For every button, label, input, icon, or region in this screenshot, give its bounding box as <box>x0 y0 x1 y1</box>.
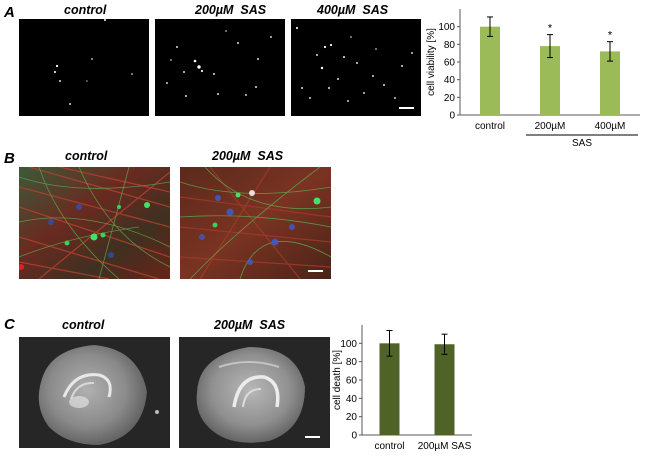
scale-bar-a <box>399 107 414 109</box>
micrograph-b-200um-sas <box>180 167 331 279</box>
scale-bar-c <box>305 436 320 438</box>
bar <box>480 26 500 116</box>
y-tick-label: 0 <box>449 111 455 122</box>
y-axis-label: cell death [%] <box>332 350 343 410</box>
chart-cell-death: 0 20 40 60 80 100 cell death [%] control 200µM S… <box>330 312 510 461</box>
panel-a-image-3-title: 400µM SAS <box>317 3 389 17</box>
y-tick-label: 0 <box>351 431 357 442</box>
y-tick-label: 60 <box>346 376 358 387</box>
micrograph-c-control <box>19 337 170 448</box>
bar <box>379 343 400 435</box>
panel-letter-a: A <box>4 4 15 21</box>
panel-b-image-2-title: 200µM SAS <box>212 149 284 163</box>
y-tick-label: 20 <box>346 412 358 423</box>
bar <box>434 344 455 435</box>
significance-marker: * <box>548 23 553 35</box>
y-axis-label: cell viability [%] <box>426 28 437 96</box>
scale-bar-b <box>308 270 323 272</box>
micrograph-a-control <box>19 19 149 116</box>
category-label: 400µM <box>595 121 626 132</box>
category-label: control <box>475 121 505 132</box>
y-tick-label: 40 <box>346 394 358 405</box>
micrograph-a-400um-sas <box>291 19 421 116</box>
y-tick-label: 100 <box>340 339 357 350</box>
panel-c-image-1-title: control <box>62 318 105 332</box>
micrograph-c-200um-sas <box>179 337 330 448</box>
significance-marker: * <box>608 30 613 42</box>
y-tick-label: 100 <box>438 22 455 33</box>
y-tick-label: 20 <box>444 93 456 104</box>
bar <box>600 51 620 115</box>
category-label: 200µM <box>535 121 566 132</box>
panel-letter-c: C <box>4 316 15 333</box>
y-tick-label: 60 <box>444 58 456 69</box>
panel-letter-b: B <box>4 150 15 167</box>
panel-a-image-1-title: control <box>64 3 107 17</box>
bar <box>540 46 560 115</box>
chart-cell-viability: 0 20 40 60 80 100 cell viability [%] control * 20… <box>420 4 648 164</box>
y-tick-label: 40 <box>444 75 456 86</box>
group-label: SAS <box>572 138 592 149</box>
micrograph-a-200um-sas <box>155 19 285 116</box>
panel-a-image-2-title: 200µM SAS <box>195 3 267 17</box>
category-label: control <box>374 441 404 452</box>
category-label: 200µM SAS <box>418 441 472 452</box>
panel-c-image-2-title: 200µM SAS <box>214 318 286 332</box>
micrograph-b-control <box>19 167 170 279</box>
panel-b-image-1-title: control <box>65 149 108 163</box>
y-tick-label: 80 <box>346 357 358 368</box>
y-tick-label: 80 <box>444 40 456 51</box>
